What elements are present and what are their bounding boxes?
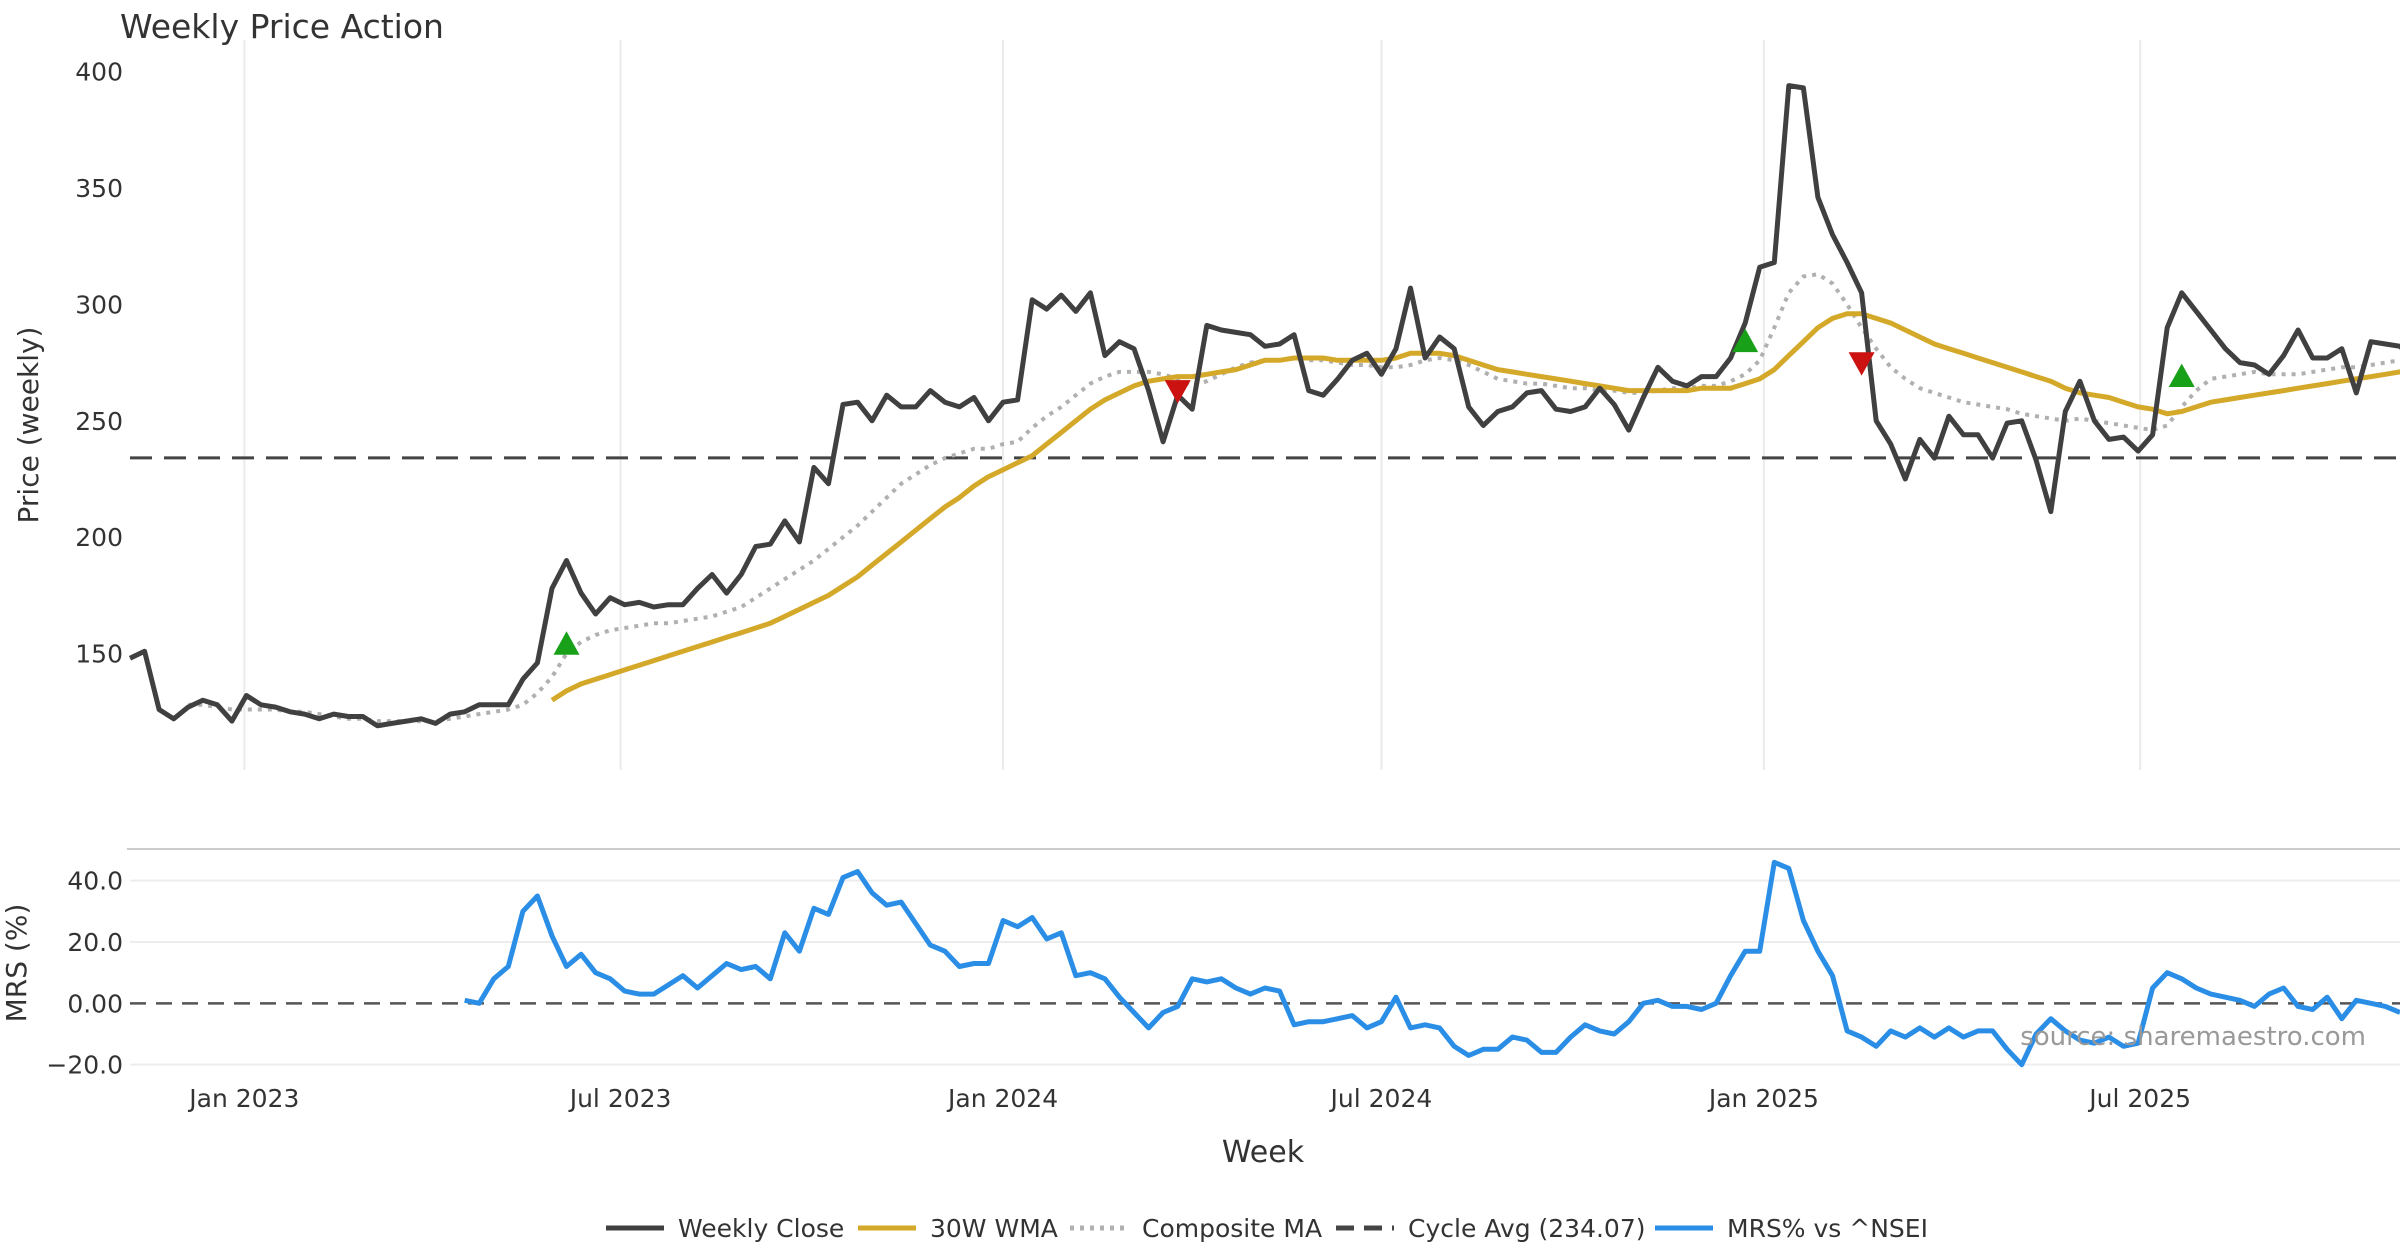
price-y-tick-label: 350 bbox=[75, 174, 123, 203]
price-y-tick-label: 250 bbox=[75, 407, 123, 436]
sell-signal-marker bbox=[1164, 380, 1191, 404]
x-tick-label: Jan 2023 bbox=[187, 1084, 299, 1113]
mrs-y-tick-label: 20.0 bbox=[67, 928, 123, 957]
mrs-panel: −20.0 0.00 20.0 40.0 source: sharemaestro.c… bbox=[0, 848, 2400, 1080]
mrs-y-tick-label: −20.0 bbox=[46, 1051, 123, 1080]
legend-label: Cycle Avg (234.07) bbox=[1408, 1214, 1646, 1243]
buy-signal-marker bbox=[553, 631, 580, 655]
chart-title: Weekly Price Action bbox=[120, 7, 444, 46]
legend: Weekly Close 30W WMA Composite MA Cycle Avg… bbox=[606, 1214, 1928, 1243]
price-y-ticks: 150 200 250 300 350 400 bbox=[75, 58, 123, 669]
buy-signal-marker bbox=[1732, 328, 1759, 353]
mrs-y-tick-label: 40.0 bbox=[67, 867, 123, 896]
legend-label: Weekly Close bbox=[678, 1214, 844, 1243]
price-y-tick-label: 400 bbox=[75, 58, 123, 87]
buy-signal-marker bbox=[2168, 363, 2195, 387]
x-tick-label: Jul 2023 bbox=[568, 1084, 672, 1113]
legend-label: Composite MA bbox=[1142, 1214, 1322, 1243]
price-panel: 150 200 250 300 350 400 Price (weekly) bbox=[12, 40, 2400, 770]
watermark: source: sharemaestro.com bbox=[2020, 1022, 2366, 1052]
x-axis-label: Week bbox=[1222, 1135, 1305, 1170]
legend-label: 30W WMA bbox=[930, 1214, 1058, 1243]
legend-label: MRS% vs ^NSEI bbox=[1727, 1214, 1928, 1243]
wma-30w-line bbox=[550, 311, 2400, 703]
mrs-y-ticks: −20.0 0.00 20.0 40.0 bbox=[46, 867, 123, 1080]
x-tick-label: Jul 2025 bbox=[2087, 1084, 2191, 1113]
price-y-axis-label: Price (weekly) bbox=[12, 327, 45, 524]
mrs-y-tick-label: 0.00 bbox=[67, 989, 123, 1018]
mrs-y-axis-label: MRS (%) bbox=[0, 904, 33, 1023]
x-axis-ticks: Jan 2023 Jul 2023 Jan 2024 Jul 2024 Jan 2025… bbox=[187, 1084, 2191, 1113]
price-y-tick-label: 150 bbox=[75, 640, 123, 669]
price-y-tick-label: 200 bbox=[75, 523, 123, 552]
sell-signal-marker bbox=[1848, 352, 1875, 376]
x-tick-label: Jan 2025 bbox=[1707, 1084, 1819, 1113]
signal-markers bbox=[553, 328, 2195, 655]
x-tick-label: Jul 2024 bbox=[1329, 1084, 1433, 1113]
mrs-line bbox=[464, 859, 2400, 1068]
x-tick-label: Jan 2024 bbox=[946, 1084, 1058, 1113]
weekly-close-line bbox=[128, 83, 2400, 729]
price-y-tick-label: 300 bbox=[75, 290, 123, 319]
